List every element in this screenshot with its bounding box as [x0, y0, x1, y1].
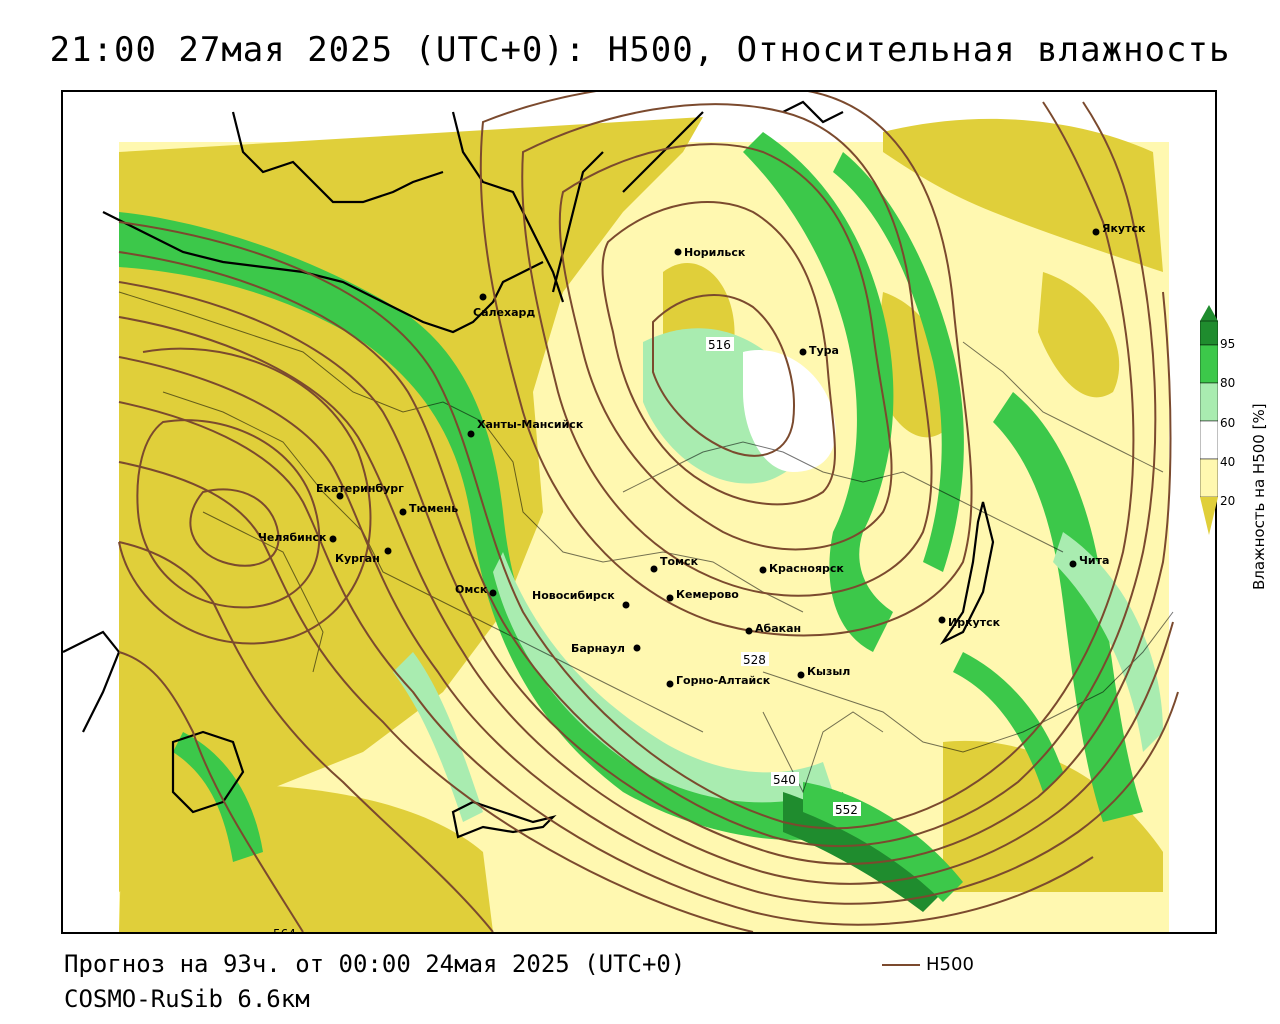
cities: Салехард Норильск Якутск Тура Ханты-Манс…: [258, 222, 1146, 688]
colorbar-title: Влажность на H500 [%]: [1250, 403, 1268, 590]
coastline: [63, 100, 995, 839]
borders: [118, 291, 1174, 794]
city-tyumen: Тюмень: [409, 502, 458, 515]
city-kurgan: Курган: [335, 552, 380, 565]
city-tomsk: Томск: [660, 555, 699, 568]
city-marker: [467, 430, 475, 438]
contour-label-516: 516: [708, 338, 731, 352]
contour-labels: 516 528 540 552 564: [273, 337, 861, 934]
city-chita: Чита: [1079, 554, 1109, 567]
city-marker: [489, 589, 497, 597]
city-marker: [745, 627, 753, 635]
legend-line-swatch: [882, 964, 920, 966]
city-krasnoyarsk: Красноярск: [769, 562, 844, 575]
colorbar-graphic: [1199, 305, 1219, 535]
city-ekaterinburg: Екатеринбург: [316, 482, 404, 495]
forecast-info: Прогноз на 93ч. от 00:00 24мая 2025 (UTC…: [64, 950, 686, 978]
contour-label-552: 552: [835, 803, 858, 817]
weather-map[interactable]: 516 528 540 552 564 Салехард Норильск Як…: [61, 90, 1217, 934]
city-kyzyl: Кызыл: [807, 665, 850, 678]
city-yakutsk: Якутск: [1102, 222, 1146, 235]
city-marker: [399, 508, 407, 516]
contour-label-540: 540: [773, 773, 796, 787]
city-chelyabinsk: Челябинск: [258, 531, 327, 544]
city-marker: [1092, 228, 1100, 236]
contour-label-box: [771, 772, 799, 786]
city-novosibirsk: Новосибирск: [532, 589, 615, 602]
city-marker: [759, 566, 767, 574]
city-gorno-altaysk: Горно-Алтайск: [676, 674, 771, 687]
city-khanty-mansiysk: Ханты-Мансийск: [477, 418, 584, 431]
city-kemerovo: Кемерово: [676, 588, 739, 601]
contour-label-box: [741, 652, 769, 666]
city-irkutsk: Иркутск: [948, 616, 1001, 629]
h500-contours: [118, 92, 1179, 932]
city-marker: [479, 293, 487, 301]
city-tura: Тура: [809, 344, 839, 357]
model-info: COSMO-RuSib 6.6км: [64, 985, 310, 1013]
city-marker: [666, 680, 674, 688]
city-norilsk: Норильск: [684, 246, 746, 259]
contour-label-564: 564: [273, 927, 296, 934]
city-marker: [674, 248, 682, 256]
colorbar-tick-20: 20: [1220, 494, 1236, 508]
city-marker: [384, 547, 392, 555]
city-marker: [650, 565, 658, 573]
colorbar-tick-95: 95: [1220, 337, 1236, 351]
colorbar-tick-40: 40: [1220, 455, 1236, 469]
city-omsk: Омск: [455, 583, 488, 596]
city-marker: [1069, 560, 1077, 568]
legend-label: H500: [926, 954, 974, 975]
map-canvas: 516 528 540 552 564 Салехард Норильск Як…: [63, 92, 1179, 934]
contour-label-528: 528: [743, 653, 766, 667]
contour-label-box: [706, 337, 734, 351]
humidity-fill: [119, 117, 1169, 932]
city-marker: [799, 348, 807, 356]
city-marker: [329, 535, 337, 543]
city-marker: [336, 492, 344, 500]
contour-label-box: [833, 802, 861, 816]
city-marker: [666, 594, 674, 602]
city-abakan: Абакан: [755, 622, 801, 635]
city-barnaul: Барнаул: [571, 642, 625, 655]
map-title: 21:00 27мая 2025 (UTC+0): H500, Относите…: [49, 30, 1231, 70]
humidity-colorbar: [1199, 305, 1219, 541]
colorbar-tick-80: 80: [1220, 376, 1236, 390]
city-marker: [938, 616, 946, 624]
colorbar-tick-60: 60: [1220, 416, 1236, 430]
city-marker: [797, 671, 805, 679]
city-marker: [633, 644, 641, 652]
city-marker: [622, 601, 630, 609]
city-salekhard: Салехард: [473, 306, 535, 319]
